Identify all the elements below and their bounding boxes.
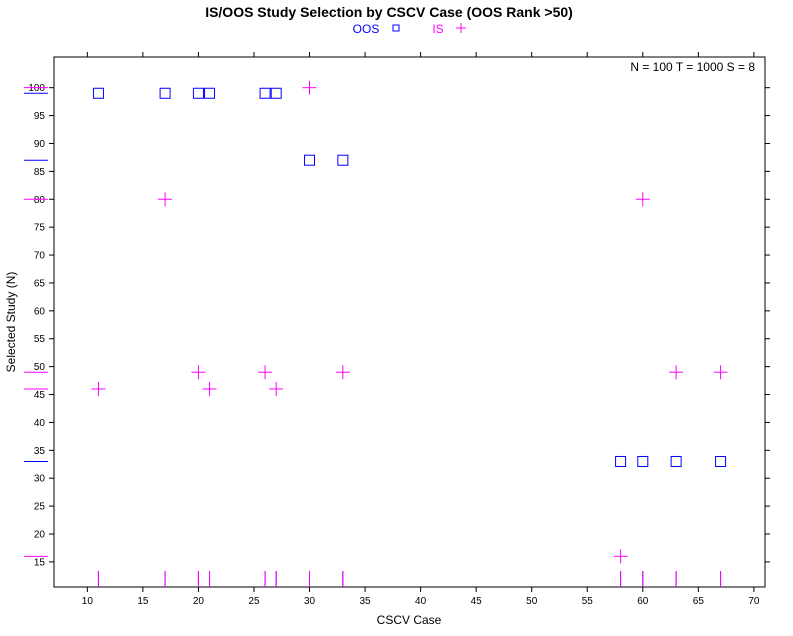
y-tick-label: 20 <box>34 530 46 541</box>
oos-point <box>92 87 104 99</box>
y-tick-label: 85 <box>34 167 46 178</box>
oos-point <box>270 87 282 99</box>
is-point <box>269 381 284 396</box>
is-point <box>191 365 206 380</box>
x-tick-label: 20 <box>193 596 205 607</box>
x-tick-label: 50 <box>526 596 538 607</box>
x-tick-label: 10 <box>82 596 94 607</box>
is-point <box>669 365 684 380</box>
is-point <box>91 381 106 396</box>
y-tick-label: 40 <box>34 418 46 429</box>
data-points <box>91 80 728 564</box>
x-tick-label: 40 <box>415 596 427 607</box>
y-tick-label: 80 <box>34 195 46 206</box>
plot-frame <box>53 56 766 588</box>
x-axis-label: CSCV Case <box>377 613 442 627</box>
oos-point <box>715 455 727 467</box>
is-point <box>202 381 217 396</box>
x-tick-label: 45 <box>471 596 483 607</box>
y-tick-label: 55 <box>34 334 46 345</box>
is-point <box>158 192 173 207</box>
oos-point <box>159 87 171 99</box>
x-axis: 10 15 20 25 30 35 40 45 50 55 60 65 70 <box>82 52 760 607</box>
y-tick-label: 30 <box>34 474 46 485</box>
y-tick-label: 100 <box>28 83 45 94</box>
is-point <box>635 192 650 207</box>
oos-point <box>337 154 349 166</box>
y-tick-label: 90 <box>34 139 46 150</box>
is-point <box>258 365 273 380</box>
oos-point <box>192 87 204 99</box>
x-tick-label: 65 <box>693 596 705 607</box>
oos-point <box>259 87 271 99</box>
chart-title: IS/OOS Study Selection by CSCV Case (OOS… <box>205 4 573 20</box>
x-tick-label: 70 <box>748 596 760 607</box>
y-tick-label: 45 <box>34 390 46 401</box>
oos-point <box>615 455 627 467</box>
y-tick-label: 60 <box>34 306 46 317</box>
legend: OOS IS <box>353 22 466 36</box>
legend-is-label: IS <box>432 22 443 36</box>
legend-is-marker <box>456 23 466 33</box>
y-tick-label: 15 <box>34 557 46 568</box>
x-tick-label: 25 <box>248 596 260 607</box>
y-axis: 15 20 25 30 35 40 45 50 55 60 65 70 75 80 85 90 95 100 <box>28 83 770 568</box>
oos-point <box>637 455 649 467</box>
y-tick-label: 70 <box>34 251 46 262</box>
y-tick-label: 95 <box>34 111 46 122</box>
is-point <box>713 365 728 380</box>
y-axis-label: Selected Study (N) <box>4 272 18 373</box>
oos-point <box>304 154 316 166</box>
y-tick-label: 35 <box>34 446 46 457</box>
is-point <box>302 80 317 95</box>
x-tick-label: 60 <box>637 596 649 607</box>
y-tick-label: 75 <box>34 223 46 234</box>
is-point <box>335 365 350 380</box>
x-tick-label: 35 <box>360 596 372 607</box>
legend-oos-marker <box>392 24 400 32</box>
rug-marks <box>24 87 722 587</box>
parameter-annotation: N = 100 T = 1000 S = 8 <box>630 60 755 74</box>
legend-oos-label: OOS <box>353 22 380 36</box>
x-tick-label: 55 <box>582 596 594 607</box>
oos-point <box>204 87 216 99</box>
x-tick-label: 30 <box>304 596 316 607</box>
oos-point <box>670 455 682 467</box>
y-tick-label: 25 <box>34 502 46 513</box>
x-tick-label: 15 <box>137 596 149 607</box>
is-point <box>613 549 628 564</box>
y-tick-label: 65 <box>34 278 46 289</box>
y-tick-label: 50 <box>34 362 46 373</box>
